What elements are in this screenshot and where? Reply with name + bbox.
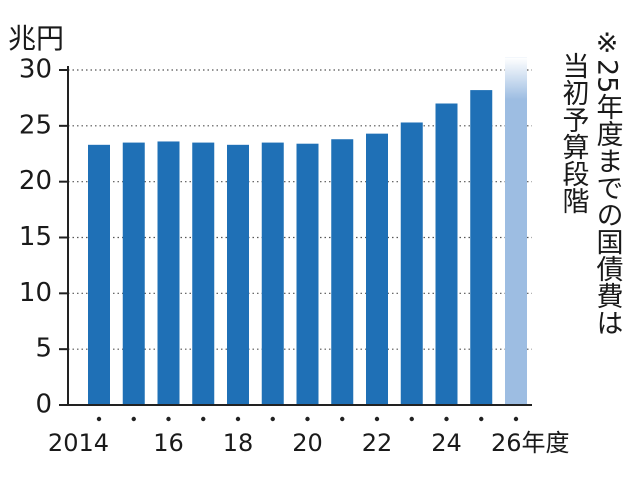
x-tick-dot [131, 416, 136, 422]
x-tick-dot [340, 416, 345, 422]
y-tick-label: 5 [35, 334, 52, 364]
bar [296, 143, 319, 405]
bar [227, 144, 249, 406]
bar [470, 90, 493, 405]
y-tick-label: 25 [19, 110, 52, 140]
x-tick-dot [166, 416, 171, 422]
x-tick-dot [305, 416, 310, 422]
bar [400, 122, 423, 405]
x-tick-label: 16 [153, 429, 184, 457]
bar [122, 142, 145, 406]
x-tick-label: 24 [431, 429, 462, 457]
x-tick-dot [374, 416, 380, 422]
x-tick-label: 26年度 [491, 429, 570, 457]
bar [261, 142, 284, 406]
x-tick-label: 22 [362, 429, 393, 457]
x-tick-label: 18 [223, 429, 254, 457]
x-tick-dot [444, 416, 449, 422]
x-tick-dot [513, 416, 519, 422]
bar [435, 103, 458, 405]
bar [331, 139, 354, 405]
x-tick-dot [201, 416, 206, 422]
y-tick-label: 10 [19, 278, 52, 308]
y-tick-label: 15 [19, 222, 52, 252]
x-tick-dot [409, 416, 414, 422]
x-tick-label: 20 [292, 429, 323, 457]
bar-fade [505, 57, 527, 405]
y-tick-label: 20 [19, 166, 52, 196]
y-tick-label: 0 [35, 390, 52, 420]
bar [88, 144, 110, 406]
x-tick-dot [270, 416, 275, 422]
y-tick-label: 30 [19, 55, 52, 85]
bar [192, 142, 215, 406]
x-tick-label: 2014 [48, 429, 109, 457]
y-axis-label: 兆円 [8, 22, 64, 55]
bar [157, 141, 180, 405]
annotation: ※25年度までの国債費は [592, 28, 624, 336]
x-tick-dot [96, 416, 102, 422]
bar [366, 133, 388, 405]
annotation: 当初予算段階 [558, 52, 590, 214]
x-tick-dot [235, 416, 241, 422]
x-tick-dot [479, 416, 484, 422]
